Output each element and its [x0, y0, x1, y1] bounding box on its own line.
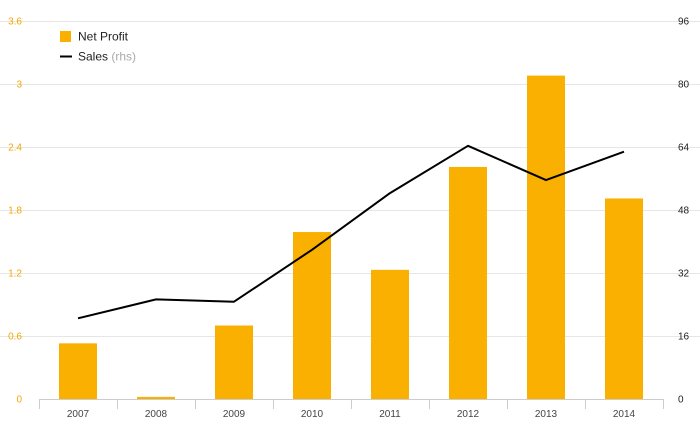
bar-net-profit-2009: [215, 325, 253, 399]
y-right-tick-label: 32: [678, 269, 690, 280]
y-right-tick-label: 16: [678, 332, 690, 343]
y-left-tick-label: 1.8: [8, 206, 22, 217]
x-tick-label: 2008: [145, 409, 168, 420]
y-right-tick-label: 0: [678, 395, 684, 406]
bar-net-profit-2012: [449, 166, 487, 399]
legend-label-sales-suffix: (rhs): [111, 50, 136, 64]
y-left-tick-label: 2.4: [8, 143, 22, 154]
y-left-tick-label: 3.6: [8, 17, 22, 28]
x-tick-label: 2013: [535, 409, 558, 420]
x-tick-label: 2010: [301, 409, 324, 420]
x-tick-label: 2009: [223, 409, 246, 420]
legend-swatch-net-profit: [60, 31, 71, 42]
bar-net-profit-2014: [605, 198, 643, 399]
axes: 0 0.6 1.2 1.8 2.4 3 3.6 0 16 32 48 64 80 96 2007 2008 20…: [8, 17, 689, 421]
y-left-tick-label: 1.2: [8, 269, 22, 280]
legend: Net Profit Sales (rhs): [60, 30, 136, 64]
legend-label-net-profit: Net Profit: [78, 30, 129, 44]
y-right-tick-label: 64: [678, 143, 690, 154]
bar-net-profit-2007: [59, 343, 97, 399]
bar-net-profit-2011: [371, 269, 409, 399]
bar-net-profit-2010: [293, 232, 331, 399]
legend-label-sales: Sales (rhs): [78, 50, 136, 64]
x-tick-label: 2014: [613, 409, 636, 420]
line-sales: [77, 144, 625, 320]
gridlines: [0, 21, 700, 337]
bar-series-net-profit: [59, 75, 643, 399]
y-left-tick-label: 3: [16, 80, 22, 91]
bar-net-profit-2013: [527, 75, 565, 399]
line-series-sales: [77, 144, 625, 320]
y-right-tick-label: 48: [678, 206, 690, 217]
bar-net-profit-2008: [137, 396, 175, 399]
y-right-tick-label: 80: [678, 80, 690, 91]
y-left-tick-label: 0.6: [8, 332, 22, 343]
y-right-tick-label: 96: [678, 17, 690, 28]
legend-label-sales-name: Sales: [78, 50, 111, 64]
x-tick-label: 2012: [457, 409, 480, 420]
x-tick-label: 2007: [67, 409, 90, 420]
y-left-tick-label: 0: [16, 395, 22, 406]
x-tick-label: 2011: [379, 409, 401, 420]
